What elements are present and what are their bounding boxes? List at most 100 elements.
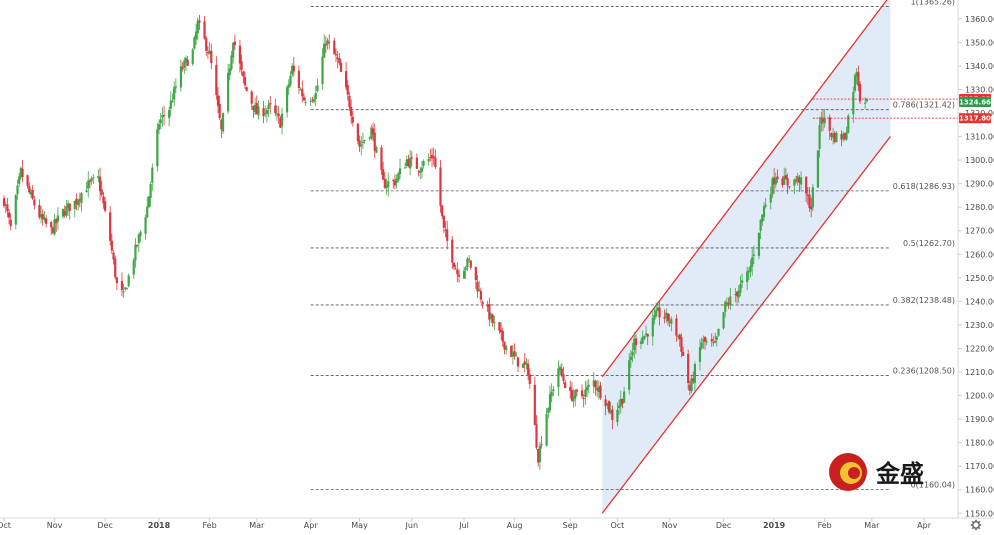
- candle-body: [65, 206, 68, 216]
- candle-body: [286, 87, 289, 113]
- candle-body: [606, 403, 609, 406]
- candle-body: [845, 132, 848, 140]
- candle-body: [616, 410, 619, 423]
- y-tick-label: 1170.00: [965, 462, 994, 471]
- candle-body: [523, 361, 526, 365]
- candle-body: [344, 71, 348, 88]
- candle-body: [275, 113, 279, 115]
- price-tag[interactable]: [959, 97, 991, 108]
- price-tag-label: 1324.66: [959, 99, 991, 107]
- candle-body: [439, 167, 442, 206]
- candle-body: [321, 56, 324, 85]
- candle-body: [228, 68, 231, 76]
- candle-body: [481, 301, 484, 304]
- candle-body: [110, 240, 113, 251]
- candle-body: [267, 104, 270, 110]
- candle-body: [16, 185, 19, 195]
- candle-body: [468, 258, 471, 260]
- candle-body: [511, 352, 515, 357]
- candle-body: [735, 291, 739, 297]
- y-tick-label: 1340.00: [965, 62, 994, 71]
- candle-body: [410, 157, 413, 159]
- candle-body: [387, 181, 390, 188]
- candle-body: [115, 277, 119, 284]
- x-tick-label: Jun: [405, 521, 419, 530]
- candle-body: [623, 391, 626, 403]
- candle-body: [821, 119, 825, 122]
- candle-body: [262, 108, 265, 117]
- candle-body: [287, 84, 290, 88]
- channel-lower-line[interactable]: [601, 136, 891, 514]
- candle-body: [621, 398, 624, 404]
- candle-body: [304, 102, 307, 104]
- candle-body: [710, 338, 713, 342]
- candle-body: [604, 399, 607, 406]
- candle-body: [714, 341, 717, 343]
- price-tag[interactable]: [959, 113, 991, 124]
- fib-level-label: 0.236(1208.50): [893, 367, 955, 376]
- candle-body: [828, 117, 831, 131]
- candle-body: [161, 115, 164, 118]
- candle-body: [368, 137, 371, 139]
- candle-body: [535, 424, 538, 448]
- candle-body: [85, 190, 88, 193]
- candle-body: [724, 301, 727, 312]
- x-tick-label: Mar: [864, 521, 880, 530]
- candle-body: [547, 408, 550, 414]
- candle-body: [232, 42, 235, 58]
- y-tick-label: 1290.00: [965, 180, 994, 189]
- candle-body: [505, 346, 508, 351]
- candle-body: [92, 177, 95, 179]
- gear-icon[interactable]: [970, 519, 982, 531]
- candle-body: [19, 167, 22, 178]
- candle-body: [597, 386, 600, 393]
- candle-body: [528, 374, 531, 385]
- candle-body: [793, 179, 796, 186]
- candle-body: [798, 177, 801, 183]
- candle-body: [816, 150, 820, 188]
- candles-layer: [2, 14, 868, 471]
- candle-body: [478, 289, 481, 292]
- candle-body: [783, 175, 786, 185]
- x-tick-label: Sep: [563, 521, 578, 530]
- candle-body: [501, 331, 504, 342]
- candle-body: [316, 85, 319, 92]
- candle-body: [580, 390, 584, 397]
- candle-body: [644, 333, 648, 335]
- candle-body: [488, 303, 491, 320]
- candle-body: [864, 102, 867, 104]
- candle-body: [51, 227, 54, 234]
- candle-body: [698, 347, 702, 362]
- candle-body: [441, 205, 444, 216]
- candle-body: [491, 314, 494, 324]
- candle-body: [702, 339, 705, 342]
- candle-body: [397, 173, 400, 181]
- candle-body: [371, 128, 375, 135]
- candle-body: [525, 363, 528, 365]
- candle-body: [292, 65, 295, 72]
- candle-body: [139, 231, 142, 237]
- candle-body: [336, 57, 339, 60]
- channel-upper-line[interactable]: [601, 0, 890, 378]
- candle-body: [786, 178, 789, 186]
- candle-body: [168, 109, 171, 119]
- candle-body: [38, 205, 41, 218]
- x-tick-label: Nov: [662, 521, 678, 530]
- candle-body: [429, 156, 432, 158]
- logo-coin-hole: [848, 467, 860, 479]
- candle-body: [351, 116, 354, 123]
- candle-body: [474, 266, 477, 281]
- candle-body: [537, 449, 540, 463]
- candle-body: [538, 445, 541, 463]
- candle-body: [149, 184, 152, 199]
- candle-body: [479, 291, 482, 300]
- candle-body: [570, 390, 573, 401]
- candle-body: [676, 335, 680, 337]
- candle-body: [61, 208, 65, 217]
- candle-body: [456, 269, 459, 275]
- candle-body: [559, 366, 562, 371]
- candle-body: [41, 214, 44, 220]
- candle-body: [179, 66, 183, 88]
- candle-body: [575, 389, 579, 392]
